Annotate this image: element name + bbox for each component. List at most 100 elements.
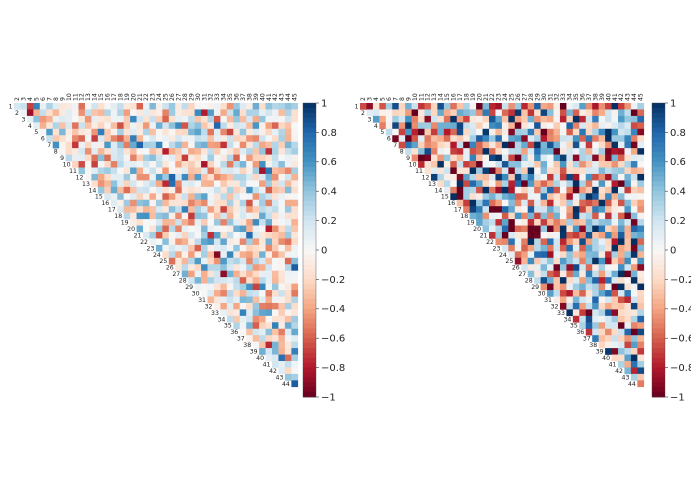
row-tick-label: 34 xyxy=(563,316,571,323)
heatmap-cell xyxy=(220,212,228,220)
heatmap-cell xyxy=(579,283,587,291)
heatmap-cell xyxy=(572,115,580,123)
heatmap-cell xyxy=(476,128,483,136)
heatmap-cell xyxy=(46,115,53,123)
column-tick-label: 19 xyxy=(124,93,131,101)
heatmap-cell xyxy=(572,225,580,233)
heatmap-cell xyxy=(149,225,157,233)
heatmap-cell xyxy=(265,283,273,291)
heatmap-cell xyxy=(450,186,458,194)
heatmap-cell xyxy=(143,225,150,233)
heatmap-cell xyxy=(175,219,182,226)
heatmap-cell xyxy=(220,296,228,304)
heatmap-cell xyxy=(430,173,438,181)
heatmap-cell xyxy=(618,128,625,136)
heatmap-cell xyxy=(598,212,606,220)
heatmap-cell xyxy=(579,277,587,284)
row-tick-label: 30 xyxy=(192,290,200,297)
heatmap-cell xyxy=(605,244,612,252)
heatmap-cell xyxy=(566,161,574,168)
heatmap-cell xyxy=(618,193,625,201)
heatmap-cell xyxy=(495,193,503,201)
heatmap-cell xyxy=(201,232,208,239)
heatmap-cell xyxy=(430,167,438,175)
heatmap-cell xyxy=(278,219,286,226)
heatmap-cell xyxy=(637,361,645,368)
heatmap-cell xyxy=(572,232,580,239)
row-tick-label: 33 xyxy=(211,310,219,317)
heatmap-cell xyxy=(78,141,86,149)
column-tick-label: 3 xyxy=(21,97,28,101)
heatmap-cell xyxy=(265,199,273,207)
heatmap-cell xyxy=(534,148,541,155)
heatmap-cell xyxy=(117,141,124,149)
heatmap-cell xyxy=(213,109,221,117)
heatmap-cell xyxy=(259,115,266,123)
heatmap-cell xyxy=(540,283,548,291)
heatmap-cell xyxy=(162,115,170,123)
colorbar-segment xyxy=(303,259,316,266)
heatmap-cell xyxy=(624,257,632,265)
heatmap-cell xyxy=(624,109,632,117)
heatmap-cell xyxy=(476,135,483,142)
column-tick-label: 43 xyxy=(625,93,632,101)
row-tick-label: 41 xyxy=(263,361,271,368)
row-tick-label: 7 xyxy=(47,142,51,149)
heatmap-cell xyxy=(272,283,279,291)
colorbar-tick-label: 0 xyxy=(321,245,327,256)
heatmap-cell xyxy=(489,212,496,220)
heatmap-cell xyxy=(598,199,606,207)
heatmap-cell xyxy=(246,322,253,330)
heatmap-cell xyxy=(611,180,619,188)
heatmap-cell xyxy=(553,161,561,168)
heatmap-cell xyxy=(188,141,195,149)
heatmap-cell xyxy=(194,122,202,130)
heatmap-cell xyxy=(534,264,541,271)
heatmap-cell xyxy=(284,309,292,317)
heatmap-cell xyxy=(579,167,587,175)
heatmap-cell xyxy=(136,180,144,188)
heatmap-cell xyxy=(239,251,247,259)
heatmap-cell xyxy=(618,328,625,336)
heatmap-cell xyxy=(482,122,490,130)
heatmap-cell xyxy=(637,380,645,388)
heatmap-cell xyxy=(637,173,645,181)
row-tick-label: 26 xyxy=(166,265,174,272)
heatmap-cell xyxy=(130,173,137,181)
heatmap-cell xyxy=(259,225,266,233)
row-tick-label: 40 xyxy=(602,355,610,362)
heatmap-cell xyxy=(246,251,253,259)
heatmap-cell xyxy=(585,238,593,246)
heatmap-cell xyxy=(385,109,393,117)
heatmap-cell xyxy=(501,225,509,233)
heatmap-cell xyxy=(291,180,299,188)
heatmap-cell xyxy=(284,219,292,226)
row-tick-label: 28 xyxy=(179,278,187,285)
heatmap-cell xyxy=(495,232,503,239)
heatmap-cell xyxy=(437,128,445,136)
heatmap-cell xyxy=(226,296,234,304)
heatmap-cell xyxy=(97,141,105,149)
heatmap-cell xyxy=(559,115,567,123)
heatmap-cell xyxy=(463,161,470,168)
heatmap-cell xyxy=(84,135,92,142)
heatmap-cell xyxy=(213,251,221,259)
heatmap-cell xyxy=(392,115,399,123)
heatmap-cell xyxy=(630,244,638,252)
heatmap-cell xyxy=(469,135,477,142)
heatmap-cell xyxy=(566,296,574,304)
colorbar-segment xyxy=(652,294,665,300)
column-tick-label: 8 xyxy=(53,97,60,101)
heatmap-cell xyxy=(143,128,150,136)
heatmap-cell xyxy=(130,109,137,117)
heatmap-cell xyxy=(226,180,234,188)
heatmap-cell xyxy=(579,238,587,246)
heatmap-cell xyxy=(149,154,157,162)
heatmap-cell xyxy=(252,296,260,304)
heatmap-cell xyxy=(155,238,163,246)
heatmap-cell xyxy=(97,154,105,162)
heatmap-cell xyxy=(278,335,286,342)
heatmap-cell xyxy=(618,283,625,291)
heatmap-cell xyxy=(405,128,412,136)
heatmap-cell xyxy=(265,251,273,259)
